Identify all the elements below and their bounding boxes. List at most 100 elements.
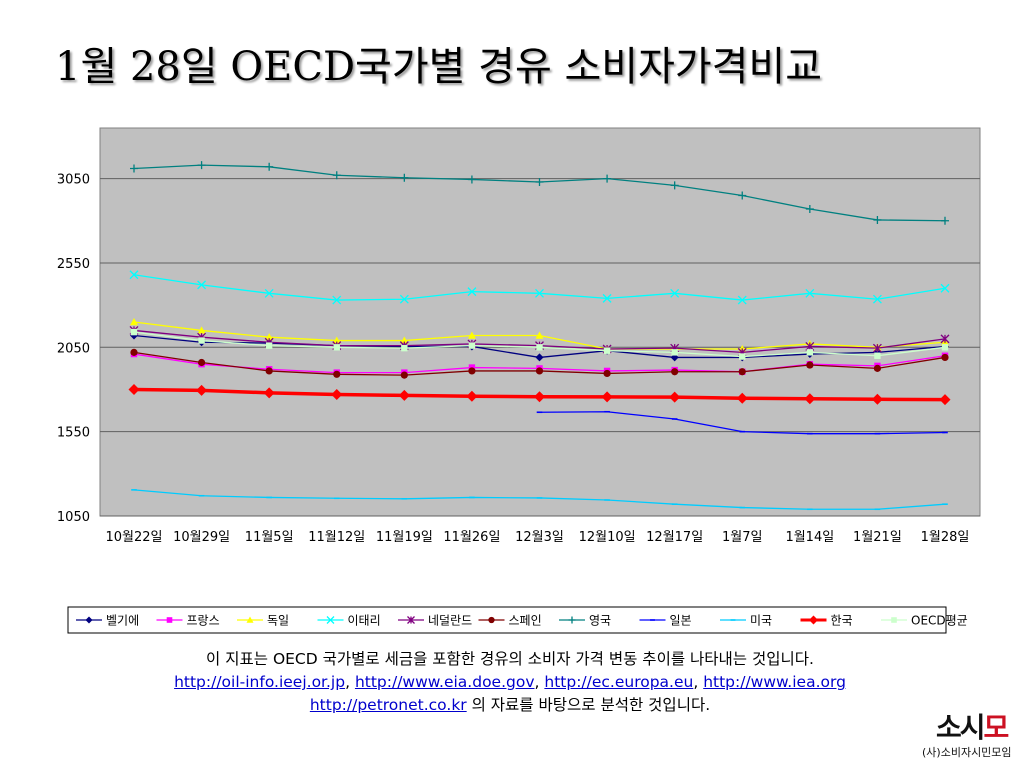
series-9 (128, 383, 951, 406)
link-europa[interactable]: http://ec.europa.eu (544, 673, 694, 691)
x-tick-label: 11월26일 (443, 530, 500, 545)
x-tick-label: 1월28일 (921, 530, 970, 545)
data-point (806, 349, 814, 356)
data-point (535, 353, 544, 362)
data-point (939, 394, 951, 406)
data-point (398, 389, 410, 401)
legend-label: 영국 (589, 614, 611, 628)
legend-item-6: 영국 (559, 614, 611, 628)
data-point (246, 616, 254, 623)
legend-label: 미국 (750, 614, 772, 628)
data-point (806, 361, 814, 369)
data-point (941, 344, 949, 351)
y-tick-label: 2550 (57, 257, 90, 272)
data-point (326, 616, 335, 624)
link-eia[interactable]: http://www.eia.doe.gov (354, 673, 535, 691)
data-point (873, 364, 882, 372)
data-point (400, 173, 409, 182)
data-point (265, 367, 273, 375)
data-point (468, 367, 476, 375)
footnote-line-2: http://oil-info.ieej.or.jp, http://www.e… (174, 673, 846, 691)
x-tick-label: 12월10일 (579, 530, 636, 545)
x-tick-label: 11월12일 (308, 530, 365, 545)
data-point (603, 347, 611, 354)
x-tick-label: 1월7일 (722, 530, 762, 545)
data-point (940, 283, 950, 293)
legend-label: 스페인 (509, 614, 542, 628)
footnote-line-1: 이 지표는 OECD 국가별로 세금을 포함한 경유의 소비자 가격 변동 추이… (206, 650, 814, 668)
footnote: 이 지표는 OECD 국가별로 세금을 포함한 경유의 소비자 가격 변동 추이… (60, 648, 960, 717)
y-tick-label: 1550 (57, 426, 90, 441)
data-point (265, 162, 274, 171)
y-tick-label: 2050 (57, 341, 90, 356)
data-point (941, 216, 949, 225)
legend-label: 한국 (831, 614, 853, 628)
data-point (535, 331, 544, 339)
data-point (467, 287, 477, 297)
data-point (399, 294, 409, 304)
logo-subtitle: (사)소비자시민모임 (922, 746, 1012, 759)
data-point (130, 318, 138, 326)
x-tick-label: 1월14일 (785, 530, 834, 545)
data-point (738, 191, 747, 200)
data-point (166, 617, 173, 623)
series-3 (129, 270, 950, 305)
legend-box (67, 606, 947, 634)
organization-logo: 소시모 (사)소비자시민모임 (920, 706, 1020, 766)
data-point (264, 288, 274, 298)
footnote-line-3: http://petronet.co.kr 의 자료를 바탕으로 분석한 것입니… (309, 696, 711, 714)
link-petronet[interactable]: http://petronet.co.kr (309, 696, 467, 714)
data-point (198, 337, 205, 344)
data-point (128, 383, 140, 395)
data-point (331, 389, 343, 401)
legend-item-1: 프랑스 (156, 614, 220, 628)
legend: 벨기에 프랑스 독일 이태리 네덜란드 스페인 영국 일본 미국 한국 OECD평균 (76, 614, 968, 628)
link-iea[interactable]: http://www.iea.org (703, 673, 846, 691)
legend-label: 일본 (670, 614, 692, 628)
data-point (805, 288, 815, 298)
legend-item-8: 미국 (720, 614, 772, 628)
series-layer (128, 161, 951, 511)
legend-label: 이태리 (348, 614, 381, 628)
data-point (940, 334, 950, 344)
link-ieej[interactable]: http://oil-info.ieej.or.jp (174, 673, 346, 691)
series-6 (130, 161, 949, 225)
y-tick-label: 1050 (57, 510, 90, 525)
data-point (871, 393, 883, 405)
data-point (874, 352, 881, 359)
data-point (669, 391, 681, 403)
legend-item-3: 이태리 (317, 614, 381, 628)
data-point (488, 616, 495, 624)
x-tick-label: 12월3일 (515, 530, 564, 545)
data-point (535, 177, 544, 186)
data-point (568, 616, 576, 624)
data-point (332, 336, 341, 344)
legend-label: 독일 (267, 614, 289, 628)
line-chart: 3050 2550 2050 1550 1050 10월22일 10월29일 11월5일 11… (57, 127, 981, 634)
data-point (197, 358, 206, 367)
legend-item-7: 일본 (639, 614, 692, 628)
data-point (265, 342, 273, 349)
data-point (263, 387, 275, 399)
data-point (332, 295, 342, 305)
data-point (466, 390, 478, 402)
data-point (85, 616, 93, 624)
data-point (891, 617, 897, 623)
legend-item-9: 한국 (800, 614, 853, 628)
plot-area (99, 127, 981, 517)
data-point (535, 288, 544, 298)
data-point (809, 615, 818, 625)
data-point (872, 294, 882, 304)
series-7 (536, 410, 948, 435)
data-point (407, 616, 415, 624)
slide-title: 1월 28일 OECD국가별 경유 소비자가격비교 (55, 44, 823, 90)
series-5 (130, 348, 949, 379)
data-point (738, 368, 746, 376)
x-tick-label: 10월29일 (173, 530, 230, 545)
data-point (736, 392, 748, 404)
legend-item-10: OECD평균 (881, 614, 968, 628)
data-point (400, 371, 408, 379)
data-point (197, 280, 207, 290)
x-axis-ticks: 10월22일 10월29일 11월5일 11월12일 11월19일 11월26일 12월3일… (105, 530, 969, 545)
legend-label: 네덜란드 (428, 614, 472, 628)
